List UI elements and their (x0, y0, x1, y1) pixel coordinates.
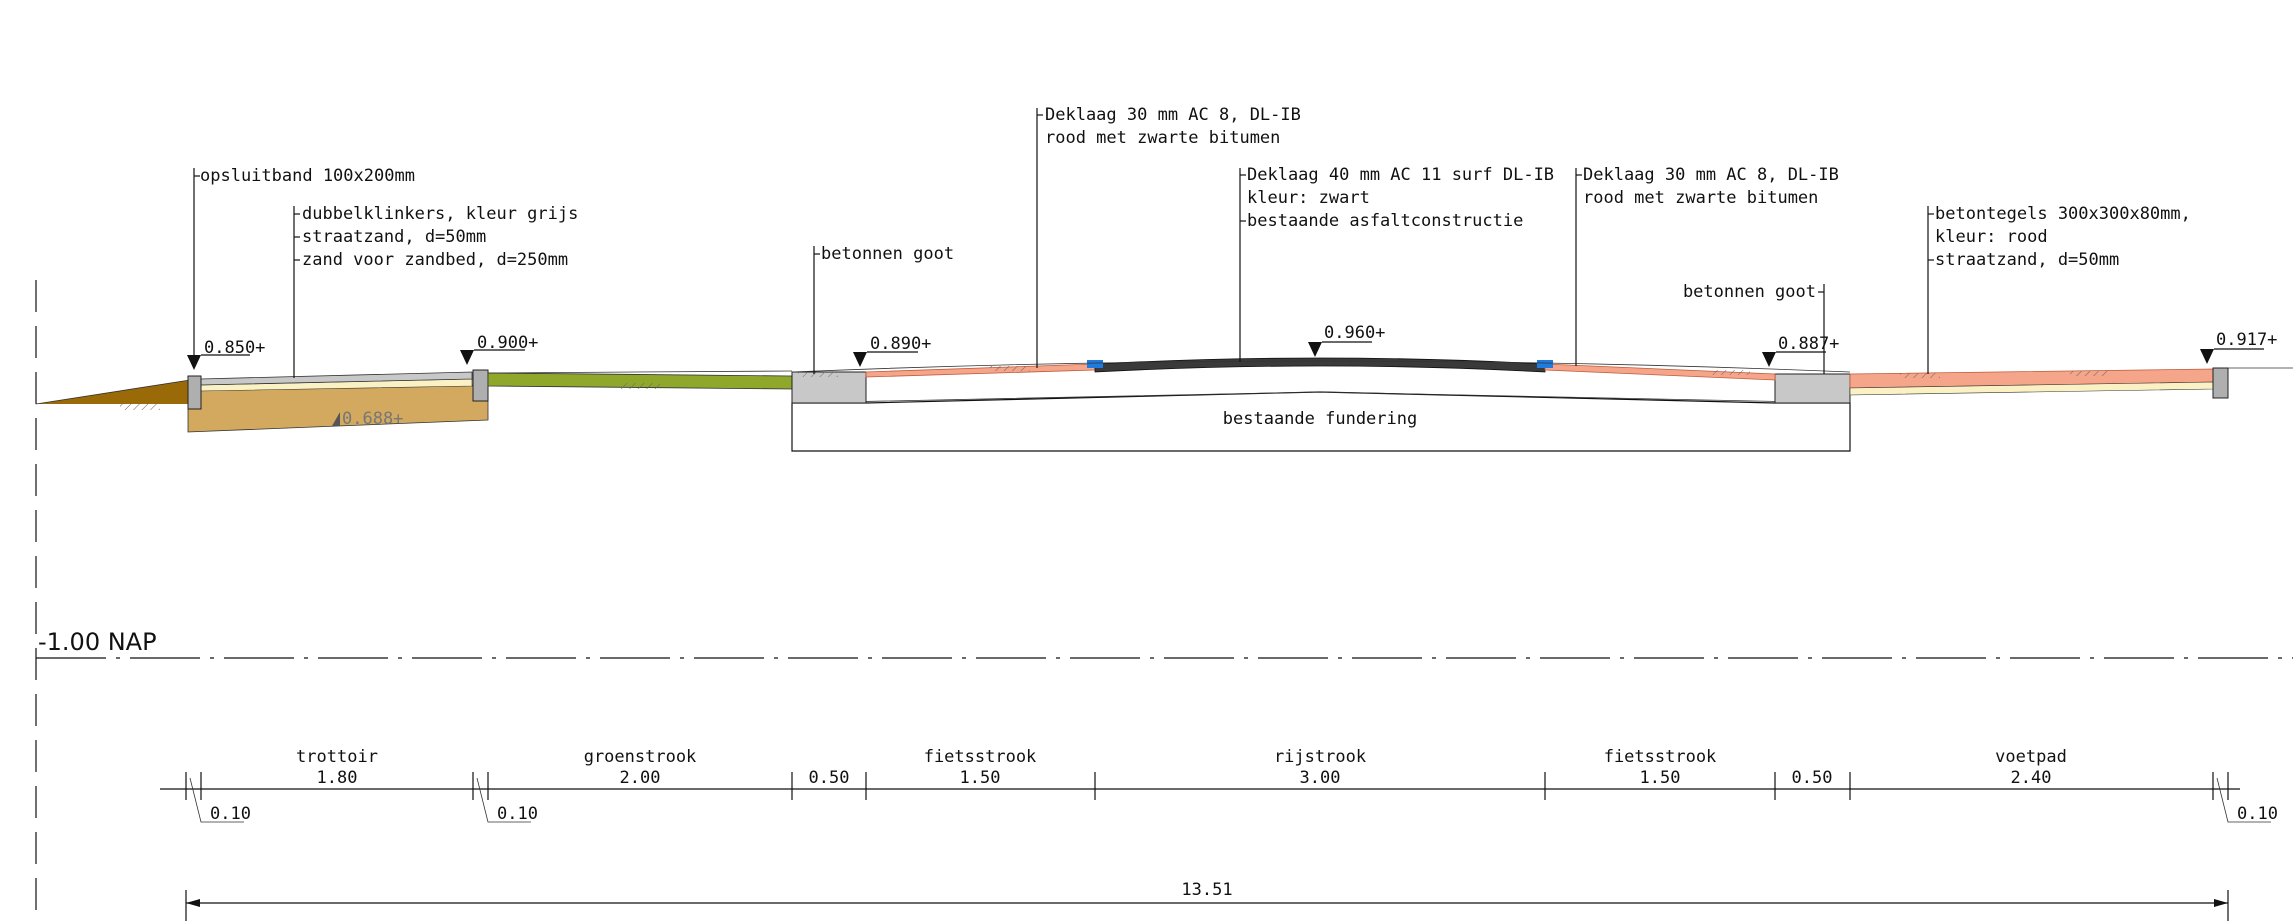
dim-value-groenstrook: 2.00 (620, 768, 661, 788)
dim-name-trottoir: trottoir (296, 747, 378, 767)
annotation-klinkers: dubbelklinkers, kleur grijs straatzand, … (293, 204, 578, 378)
dim-value-fietsstrook-right: 1.50 (1640, 768, 1681, 788)
fundering-label: bestaande fundering (1223, 409, 1417, 429)
svg-text:Deklaag 30 mm AC 8, DL-IB: Deklaag 30 mm AC 8, DL-IB (1045, 105, 1301, 125)
opsluitband-right (472, 369, 489, 402)
annotation-deklaag-left: Deklaag 30 mm AC 8, DL-IB rood met zwart… (1036, 105, 1301, 368)
svg-text:Deklaag 30 mm AC 8, DL-IB: Deklaag 30 mm AC 8, DL-IB (1583, 165, 1839, 185)
dim-small-2: 0.10 (497, 804, 538, 824)
fietsstrook-left-deklaag (865, 363, 1096, 378)
level-label-887: 0.887+ (1778, 334, 1839, 354)
svg-text:straatzand, d=50mm: straatzand, d=50mm (1935, 250, 2119, 270)
annotation-goot-left: betonnen goot (813, 244, 954, 374)
rijstrook-asphalt (1094, 357, 1546, 373)
dimension-row: 0.10 0.10 0.10 trottoir groenstrook fiet… (160, 747, 2278, 824)
dim-name-fietsstrook-right: fietsstrook (1604, 747, 1717, 767)
dim-value-goot-left: 0.50 (809, 768, 850, 788)
ground-hatch (120, 366, 2110, 410)
level-label-960: 0.960+ (1324, 323, 1385, 343)
level-label-890: 0.890+ (870, 334, 931, 354)
dim-small-1: 0.10 (210, 804, 251, 824)
dim-value-trottoir: 1.80 (317, 768, 358, 788)
annotation-goot-right: betonnen goot (1683, 282, 1825, 374)
svg-text:kleur: rood: kleur: rood (1935, 227, 2048, 247)
nap-datum-label: -1.00 NAP (38, 628, 157, 656)
svg-text:straatzand, d=50mm: straatzand, d=50mm (302, 227, 486, 247)
level-label-688: 0.688+ (342, 409, 403, 429)
svg-text:rood met zwarte bitumen: rood met zwarte bitumen (1045, 128, 1280, 148)
dim-name-fietsstrook-left: fietsstrook (924, 747, 1037, 767)
dim-value-goot-right: 0.50 (1792, 768, 1833, 788)
svg-text:zand voor zandbed, d=250mm: zand voor zandbed, d=250mm (302, 250, 568, 270)
betonnen-goot-left (791, 371, 867, 404)
svg-text:betonnen goot: betonnen goot (1683, 282, 1816, 302)
level-label-900: 0.900+ (477, 333, 538, 353)
svg-text:betontegels 300x300x80mm,: betontegels 300x300x80mm, (1935, 204, 2191, 224)
svg-text:rood met zwarte bitumen: rood met zwarte bitumen (1583, 188, 1818, 208)
annotation-tegels: betontegels 300x300x80mm, kleur: rood st… (1927, 204, 2191, 374)
opsluitband-left (187, 375, 202, 410)
annotation-deklaag-mid: Deklaag 40 mm AC 11 surf DL-IB kleur: zw… (1239, 165, 1554, 362)
betonnen-goot-right (1774, 373, 1851, 404)
annotation-opsluitband: opsluitband 100x200mm (193, 166, 415, 358)
dim-value-rijstrook: 3.00 (1300, 768, 1341, 788)
left-soil-wedge (35, 379, 191, 405)
dim-name-voetpad: voetpad (1995, 747, 2067, 767)
opsluitband-voetpad (2212, 367, 2229, 399)
dim-value-fietsstrook-left: 1.50 (960, 768, 1001, 788)
trottoir-structure (187, 369, 489, 433)
svg-text:opsluitband 100x200mm: opsluitband 100x200mm (200, 166, 415, 186)
level-label-917: 0.917+ (2216, 330, 2277, 350)
marker-left (1087, 360, 1103, 368)
annotation-deklaag-right: Deklaag 30 mm AC 8, DL-IB rood met zwart… (1575, 165, 1839, 366)
svg-text:Deklaag 40 mm AC 11 surf DL-IB: Deklaag 40 mm AC 11 surf DL-IB (1247, 165, 1554, 185)
dim-value-voetpad: 2.40 (2011, 768, 2052, 788)
level-marker-688 (332, 412, 340, 426)
marker-right (1537, 360, 1553, 368)
svg-text:dubbelklinkers, kleur grijs: dubbelklinkers, kleur grijs (302, 204, 578, 224)
dimension-total: 13.51 (185, 880, 2229, 921)
svg-text:kleur: zwart: kleur: zwart (1247, 188, 1370, 208)
svg-text:bestaande asfaltconstructie: bestaande asfaltconstructie (1247, 211, 1523, 231)
svg-text:betonnen goot: betonnen goot (821, 244, 954, 264)
dim-name-groenstrook: groenstrook (584, 747, 697, 767)
dim-total-value: 13.51 (1181, 880, 1232, 900)
dim-name-rijstrook: rijstrook (1274, 747, 1366, 767)
dim-small-3: 0.10 (2237, 804, 2278, 824)
level-label-850: 0.850+ (204, 338, 265, 358)
